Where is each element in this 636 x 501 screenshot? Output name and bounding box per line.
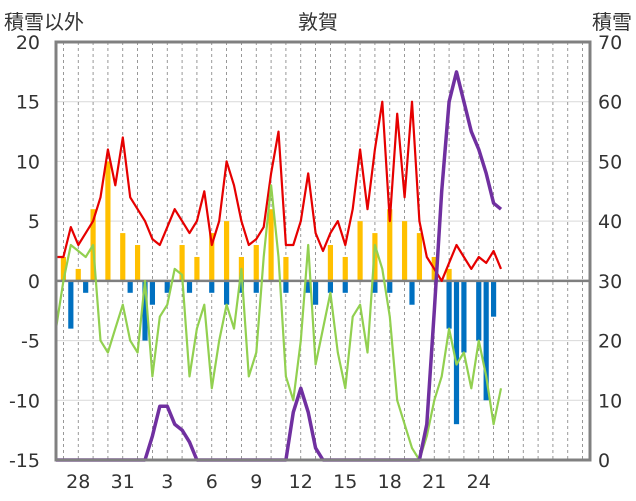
bar-orange_bar	[327, 245, 334, 281]
bar-blue_bar	[476, 280, 482, 341]
x-tick-label: 12	[289, 471, 313, 493]
left-tick-label: 15	[16, 92, 40, 114]
bar-blue_bar	[142, 280, 148, 341]
bar-blue_bar	[453, 280, 460, 425]
right-axis-title: 積雪	[592, 10, 632, 34]
bar-blue_bar	[223, 280, 230, 305]
bar-blue_bar	[164, 280, 170, 293]
plot-frame	[54, 40, 592, 462]
bar-orange_bar	[194, 256, 200, 281]
x-tick-label: 28	[66, 471, 90, 493]
bar-orange_bar	[387, 209, 393, 281]
left-tick-label: -10	[9, 390, 40, 412]
x-tick-label: 9	[250, 471, 262, 493]
bar-blue_bar	[387, 280, 393, 293]
chart-title: 敦賀	[298, 10, 338, 34]
right-tick-label: 30	[598, 271, 622, 293]
bar-orange_bar	[75, 268, 81, 281]
series-line-purple	[56, 70, 503, 462]
right-tick-label: 0	[598, 450, 610, 472]
right-tick-label: 10	[598, 390, 622, 412]
bar-orange_bar	[120, 233, 126, 281]
bar-blue_bar	[342, 280, 348, 293]
bar-orange_bar	[105, 161, 111, 281]
bar-blue_bar	[253, 280, 259, 293]
left-tick-label: 5	[28, 211, 40, 233]
bar-blue_bar	[483, 280, 489, 401]
bar-blue_bar	[327, 280, 334, 293]
bar-orange_bar	[446, 268, 452, 281]
bar-orange_bar	[401, 221, 408, 281]
bar-orange_bar	[357, 221, 363, 281]
bar-orange_bar	[179, 245, 185, 281]
bar-blue_bar	[127, 280, 133, 293]
bar-blue_bar	[283, 280, 289, 293]
x-tick-label: 31	[111, 471, 135, 493]
x-tick-label: 6	[206, 471, 218, 493]
left-tick-label: 0	[28, 271, 40, 293]
right-tick-label: 20	[598, 331, 622, 353]
bar-orange_bar	[60, 256, 67, 281]
bar-orange_bar	[223, 221, 230, 281]
right-tick-label: 60	[598, 92, 622, 114]
x-tick-label: 21	[422, 471, 446, 493]
left-tick-label: -15	[9, 450, 40, 472]
bar-blue_bar	[312, 280, 319, 305]
x-tick-label: 3	[161, 471, 173, 493]
bar-blue_bar	[149, 280, 156, 305]
x-tick-label: 18	[378, 471, 402, 493]
left-tick-label: 10	[16, 151, 40, 173]
bar-orange_bar	[134, 245, 141, 281]
left-axis-title: 積雪以外	[4, 10, 84, 34]
left-tick-label: 20	[16, 32, 40, 54]
bar-blue_bar	[305, 280, 311, 293]
series-line-red	[56, 100, 503, 282]
bar-blue_bar	[186, 280, 193, 293]
bar-blue_bar	[238, 280, 245, 293]
bar-blue_bar	[209, 280, 215, 293]
bar-blue_bar	[461, 280, 467, 353]
bar-orange_bar	[416, 233, 423, 281]
bar-orange_bar	[342, 256, 348, 281]
bar-blue_bar	[83, 280, 89, 293]
bar-orange_bar	[283, 256, 289, 281]
bar-blue_bar	[409, 280, 415, 305]
x-tick-label: 24	[467, 471, 491, 493]
left-tick-label: -5	[21, 331, 40, 353]
series-line-green	[54, 184, 503, 462]
right-tick-label: 40	[598, 211, 622, 233]
x-tick-label: 15	[333, 471, 357, 493]
bar-orange_bar	[209, 233, 215, 281]
right-tick-label: 50	[598, 151, 622, 173]
bar-blue_bar	[372, 280, 378, 293]
bar-blue_bar	[68, 280, 74, 329]
bar-orange_bar	[268, 209, 274, 281]
bar-orange_bar	[253, 245, 259, 281]
bar-blue_bar	[490, 280, 497, 317]
bar-blue_bar	[446, 280, 452, 329]
right-tick-label: 70	[598, 32, 622, 54]
